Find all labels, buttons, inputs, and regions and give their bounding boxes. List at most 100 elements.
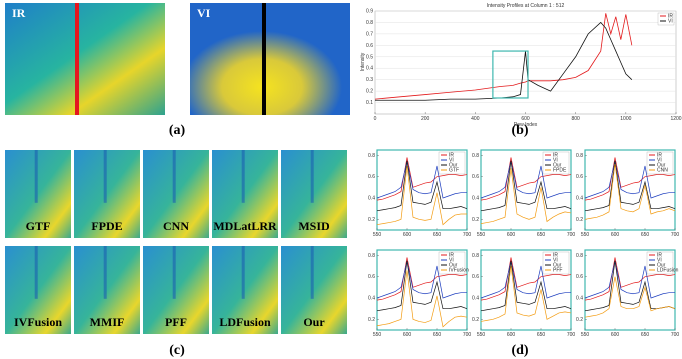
y-tick-label: 0.4 [368, 196, 375, 202]
y-tick-label: 0.2 [368, 217, 375, 223]
y-tick-label: 0.8 [368, 153, 375, 159]
image-detail [34, 150, 38, 203]
y-tick-label: 0.2 [576, 217, 583, 223]
x-tick-label: 650 [537, 332, 546, 338]
series-line [376, 270, 468, 328]
image-detail [310, 150, 314, 203]
y-tick-label: 0.4 [576, 196, 583, 202]
x-tick-label: 700 [671, 232, 680, 238]
x-tick-label: 550 [373, 232, 382, 238]
legend-label: IR [657, 153, 662, 159]
fused-image [281, 150, 347, 238]
column-marker [75, 3, 79, 115]
y-tick-label: 0.9 [366, 9, 373, 15]
series-line [480, 160, 572, 212]
x-tick-label: 700 [567, 332, 576, 338]
caption: (c) [169, 343, 185, 358]
legend-label: VI [449, 158, 454, 164]
fused-image [212, 150, 278, 238]
fused-image [143, 246, 209, 334]
y-tick-label: 0.6 [472, 274, 479, 280]
y-tick-label: 0.6 [576, 274, 583, 280]
legend-label: IR [449, 153, 454, 159]
legend-label: VI [668, 19, 673, 25]
x-tick-label: 700 [567, 232, 576, 238]
fused-image [74, 246, 140, 334]
method-label: MDLatLRR [213, 219, 277, 233]
series-line [480, 157, 572, 201]
column-marker [262, 3, 266, 115]
series-line [374, 13, 633, 100]
y-tick-label: 0.4 [472, 196, 479, 202]
y-tick-label: 0.8 [368, 253, 375, 259]
series-line [376, 260, 467, 299]
y-tick-label: 0.2 [366, 89, 373, 95]
x-tick-label: 700 [463, 232, 472, 238]
legend-label: Our [553, 263, 562, 269]
method-label: MSID [298, 219, 330, 233]
y-axis-label: Intensity [360, 52, 366, 71]
x-tick-label: 600 [521, 116, 530, 122]
series-line [480, 260, 571, 299]
image-detail [172, 150, 176, 203]
x-tick-label: 550 [477, 232, 486, 238]
y-tick-label: 0.4 [576, 296, 583, 302]
caption: (a) [169, 123, 186, 138]
x-tick-label: 400 [471, 116, 480, 122]
fused-image [5, 150, 71, 238]
x-tick-label: 0 [374, 116, 377, 122]
series-line [584, 260, 675, 299]
legend-label: VI [657, 258, 662, 264]
legend-box [646, 151, 674, 175]
image-detail [310, 246, 314, 299]
series-line [376, 165, 467, 226]
zoom-box [492, 50, 529, 99]
fused-image [212, 246, 278, 334]
y-tick-label: 0.2 [472, 317, 479, 323]
series-line [376, 260, 468, 312]
y-tick-label: 0.6 [576, 174, 583, 180]
legend-label: CNN [657, 168, 668, 174]
legend-box [542, 251, 570, 275]
method-label: Our [303, 315, 325, 329]
series-line [376, 160, 468, 212]
legend-label: Our [449, 263, 458, 269]
legend-label: Our [449, 163, 458, 169]
legend-label: VI [657, 158, 662, 164]
legend-box [438, 251, 466, 275]
x-tick-label: 650 [641, 232, 650, 238]
legend-label: PFF [553, 268, 562, 274]
x-tick-label: 550 [373, 332, 382, 338]
x-tick-label: 600 [611, 232, 620, 238]
series-line [376, 160, 467, 199]
legend-label: Our [657, 163, 666, 169]
series-line [376, 157, 468, 201]
y-tick-label: 0.8 [472, 253, 479, 259]
x-tick-label: 650 [433, 332, 442, 338]
x-tick-label: 200 [421, 116, 430, 122]
series-line [480, 168, 572, 224]
series-line [584, 160, 676, 212]
y-tick-label: 0.8 [472, 153, 479, 159]
x-tick-label: 800 [571, 116, 580, 122]
y-tick-label: 0.4 [366, 66, 373, 72]
method-label: LDFusion [219, 315, 271, 329]
y-tick-label: 0.6 [366, 43, 373, 49]
chart-title: Intensity Profiles at Column 1 : 512 [487, 3, 565, 9]
x-tick-label: 1000 [620, 116, 631, 122]
image-detail [34, 246, 38, 299]
series-line [480, 257, 572, 301]
x-tick-label: 650 [433, 232, 442, 238]
series-line [480, 265, 572, 322]
fused-image [281, 246, 347, 334]
series-line [584, 163, 676, 220]
x-axis-label: Row Index [514, 122, 538, 128]
method-label: GTF [26, 219, 51, 233]
legend-label: FPDE [553, 168, 567, 174]
vi-image [190, 3, 350, 115]
y-tick-label: 0.3 [366, 77, 373, 83]
fused-image [143, 150, 209, 238]
legend-label: IVFusion [449, 268, 469, 274]
method-label: FPDE [91, 219, 122, 233]
